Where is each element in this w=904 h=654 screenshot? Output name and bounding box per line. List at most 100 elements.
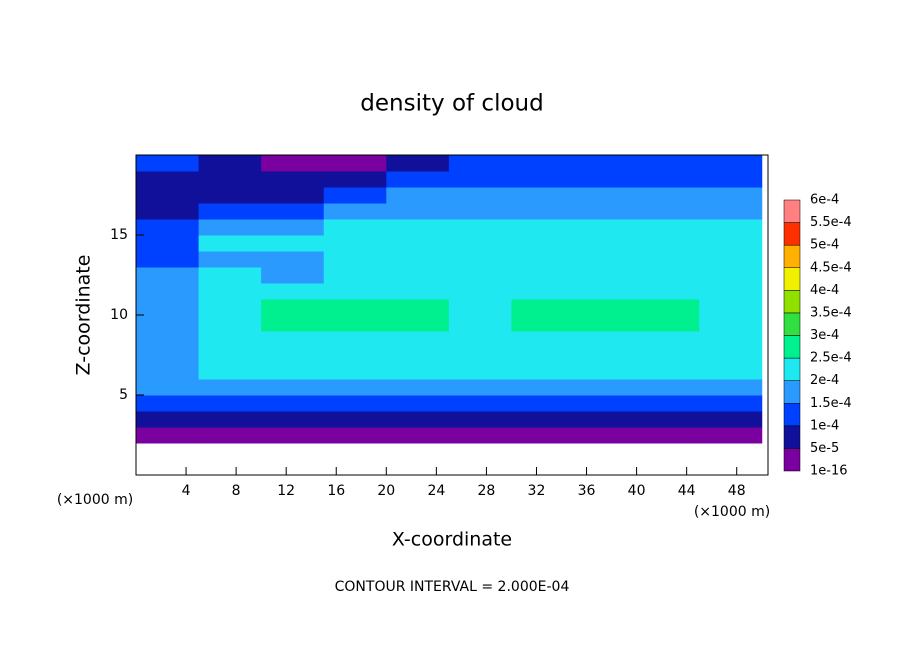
- field-cell: [136, 267, 200, 284]
- field-cell: [636, 171, 700, 188]
- field-cell: [136, 331, 200, 348]
- field-cell: [511, 219, 575, 236]
- field-cell: [136, 347, 200, 364]
- field-cell: [636, 187, 700, 204]
- field-cell: [511, 283, 575, 300]
- field-cell: [198, 347, 262, 364]
- field-cell: [574, 283, 638, 300]
- field-cell: [699, 203, 763, 220]
- colorbar-label: 5e-4: [810, 238, 839, 253]
- y-axis-label: Z-coordinate: [73, 255, 95, 376]
- field-cell: [448, 171, 512, 188]
- field-cell: [323, 331, 387, 348]
- field-cell: [511, 155, 575, 172]
- colorbar-swatch: [783, 403, 801, 427]
- field-cell: [574, 299, 638, 316]
- field-cell: [448, 235, 512, 252]
- colorbar-swatch: [783, 448, 801, 472]
- field-cell: [636, 347, 700, 364]
- field-cell: [261, 219, 325, 236]
- x-axis-label: X-coordinate: [392, 529, 512, 551]
- field-cell: [323, 427, 387, 444]
- field-cell: [574, 315, 638, 332]
- field-cell: [511, 427, 575, 444]
- field-cell: [448, 283, 512, 300]
- field-cell: [448, 331, 512, 348]
- field-cell: [198, 379, 262, 396]
- colorbar-label: 3.5e-4: [810, 305, 852, 320]
- colorbar-label: 6e-4: [810, 193, 839, 208]
- field-cell: [386, 379, 450, 396]
- field-cell: [511, 331, 575, 348]
- field-cell: [699, 251, 763, 268]
- field-cell: [636, 363, 700, 380]
- field-cell: [198, 331, 262, 348]
- field-cell: [386, 411, 450, 428]
- field-cell: [261, 347, 325, 364]
- field-cell: [198, 411, 262, 428]
- field-cell: [574, 251, 638, 268]
- field-cell: [574, 363, 638, 380]
- field-cell: [136, 155, 200, 172]
- field-cell: [636, 251, 700, 268]
- field-cell: [448, 315, 512, 332]
- footer-note: CONTOUR INTERVAL = 2.000E-04: [335, 579, 570, 595]
- field-cell: [198, 187, 262, 204]
- field-cell: [511, 315, 575, 332]
- field-cell: [386, 203, 450, 220]
- colorbar-swatch: [783, 312, 801, 336]
- field-cell: [198, 299, 262, 316]
- field-cell: [386, 427, 450, 444]
- field-cell: [323, 299, 387, 316]
- field-cell: [386, 155, 450, 172]
- field-cell: [448, 427, 512, 444]
- field-cell: [198, 235, 262, 252]
- field-cell: [699, 219, 763, 236]
- field-cell: [261, 283, 325, 300]
- field-cell: [386, 283, 450, 300]
- field-cell: [574, 395, 638, 412]
- field-cell: [699, 379, 763, 396]
- field-cell: [386, 171, 450, 188]
- field-cell: [136, 187, 200, 204]
- field-cell: [198, 171, 262, 188]
- field-cell: [448, 187, 512, 204]
- field-cell: [386, 219, 450, 236]
- field-cell: [511, 363, 575, 380]
- field-cell: [448, 379, 512, 396]
- field-cell: [261, 187, 325, 204]
- colorbar-label: 2e-4: [810, 373, 839, 388]
- colorbar-swatch: [783, 335, 801, 359]
- x-tick-label: 44: [678, 483, 696, 499]
- field-cell: [198, 395, 262, 412]
- field-cell: [448, 347, 512, 364]
- field-cell: [261, 411, 325, 428]
- field-cell: [448, 363, 512, 380]
- field-cell: [261, 331, 325, 348]
- field-cell: [699, 187, 763, 204]
- field-cell: [448, 251, 512, 268]
- field-cell: [386, 331, 450, 348]
- field-cell: [699, 331, 763, 348]
- field-cell: [386, 267, 450, 284]
- field-cell: [386, 187, 450, 204]
- field-cell: [198, 155, 262, 172]
- field-cell: [136, 251, 200, 268]
- field-cell: [448, 203, 512, 220]
- colorbar-swatch: [783, 425, 801, 449]
- field-cell: [574, 187, 638, 204]
- field-cell: [511, 347, 575, 364]
- field-cell: [636, 203, 700, 220]
- field-cell: [636, 331, 700, 348]
- field-cell: [574, 267, 638, 284]
- field-cell: [386, 363, 450, 380]
- y-tick-label: 5: [119, 387, 128, 403]
- field-cell: [261, 203, 325, 220]
- field-cell: [323, 347, 387, 364]
- field-cell: [636, 267, 700, 284]
- x-tick-label: 20: [377, 483, 395, 499]
- field-cell: [699, 283, 763, 300]
- field-cell: [574, 155, 638, 172]
- field-cell: [386, 299, 450, 316]
